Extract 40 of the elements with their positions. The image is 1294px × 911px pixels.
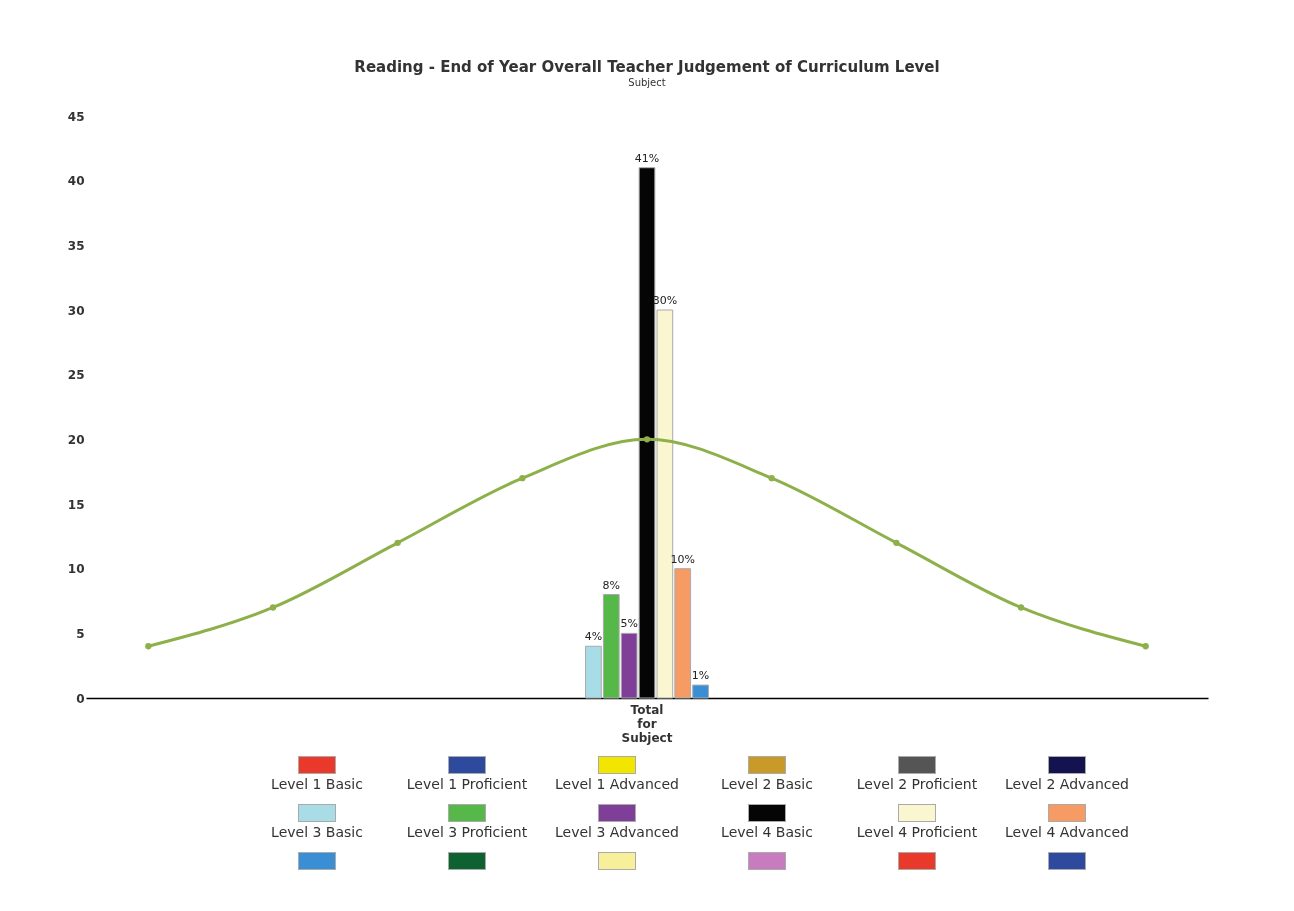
y-tick-label: 0 [76, 691, 85, 706]
data-label: 1% [691, 669, 710, 683]
point [394, 539, 401, 546]
x-tick-label: Total for Subject [621, 702, 673, 745]
legend-label: Level 1 Proficient [406, 776, 528, 792]
chart-title: Reading - End of Year Overall Teacher Judgement of Curriculum Level [354, 58, 940, 76]
point [1017, 604, 1025, 611]
legend-label: Level 1 Basic [271, 776, 363, 792]
y-tick-label: 40 [67, 174, 85, 189]
legend-label: Level 3 Advanced [555, 824, 679, 840]
point [1142, 643, 1149, 650]
data-label: 5% [620, 617, 638, 631]
legend-label: Level 4 Basic [721, 824, 813, 840]
legend-label: Level 1 Advanced [555, 776, 679, 792]
point [269, 604, 277, 611]
data-label: 41% [634, 151, 660, 165]
point [768, 474, 775, 482]
legend-label: Level 3 Basic [271, 824, 363, 840]
y-tick-label: 20 [67, 432, 85, 447]
legend-label: Level 4 Proficient [856, 824, 978, 840]
chart-subtitle: Subject [628, 77, 666, 88]
legend-label: Level 2 Basic [721, 776, 813, 792]
point [893, 539, 900, 546]
data-label: 8% [602, 578, 621, 592]
legend-label: Level 2 Advanced [1005, 776, 1129, 792]
point [145, 643, 152, 650]
point [519, 474, 526, 482]
y-tick-label: 30 [67, 303, 85, 318]
data-label: 4% [584, 630, 603, 644]
y-tick-label: 5 [76, 626, 85, 641]
y-tick-label: 10 [67, 562, 85, 577]
y-tick-label: 25 [67, 368, 85, 383]
point [643, 436, 651, 443]
legend-label: Level 4 Advanced [1005, 824, 1129, 840]
y-tick-label: 15 [67, 497, 85, 512]
y-tick-label: 45 [67, 109, 85, 124]
data-label: 10% [670, 552, 695, 566]
legend-label: Level 2 Proficient [856, 776, 978, 792]
legend-label: Level 3 Proficient [406, 824, 528, 840]
y-tick-label: 35 [67, 238, 85, 253]
